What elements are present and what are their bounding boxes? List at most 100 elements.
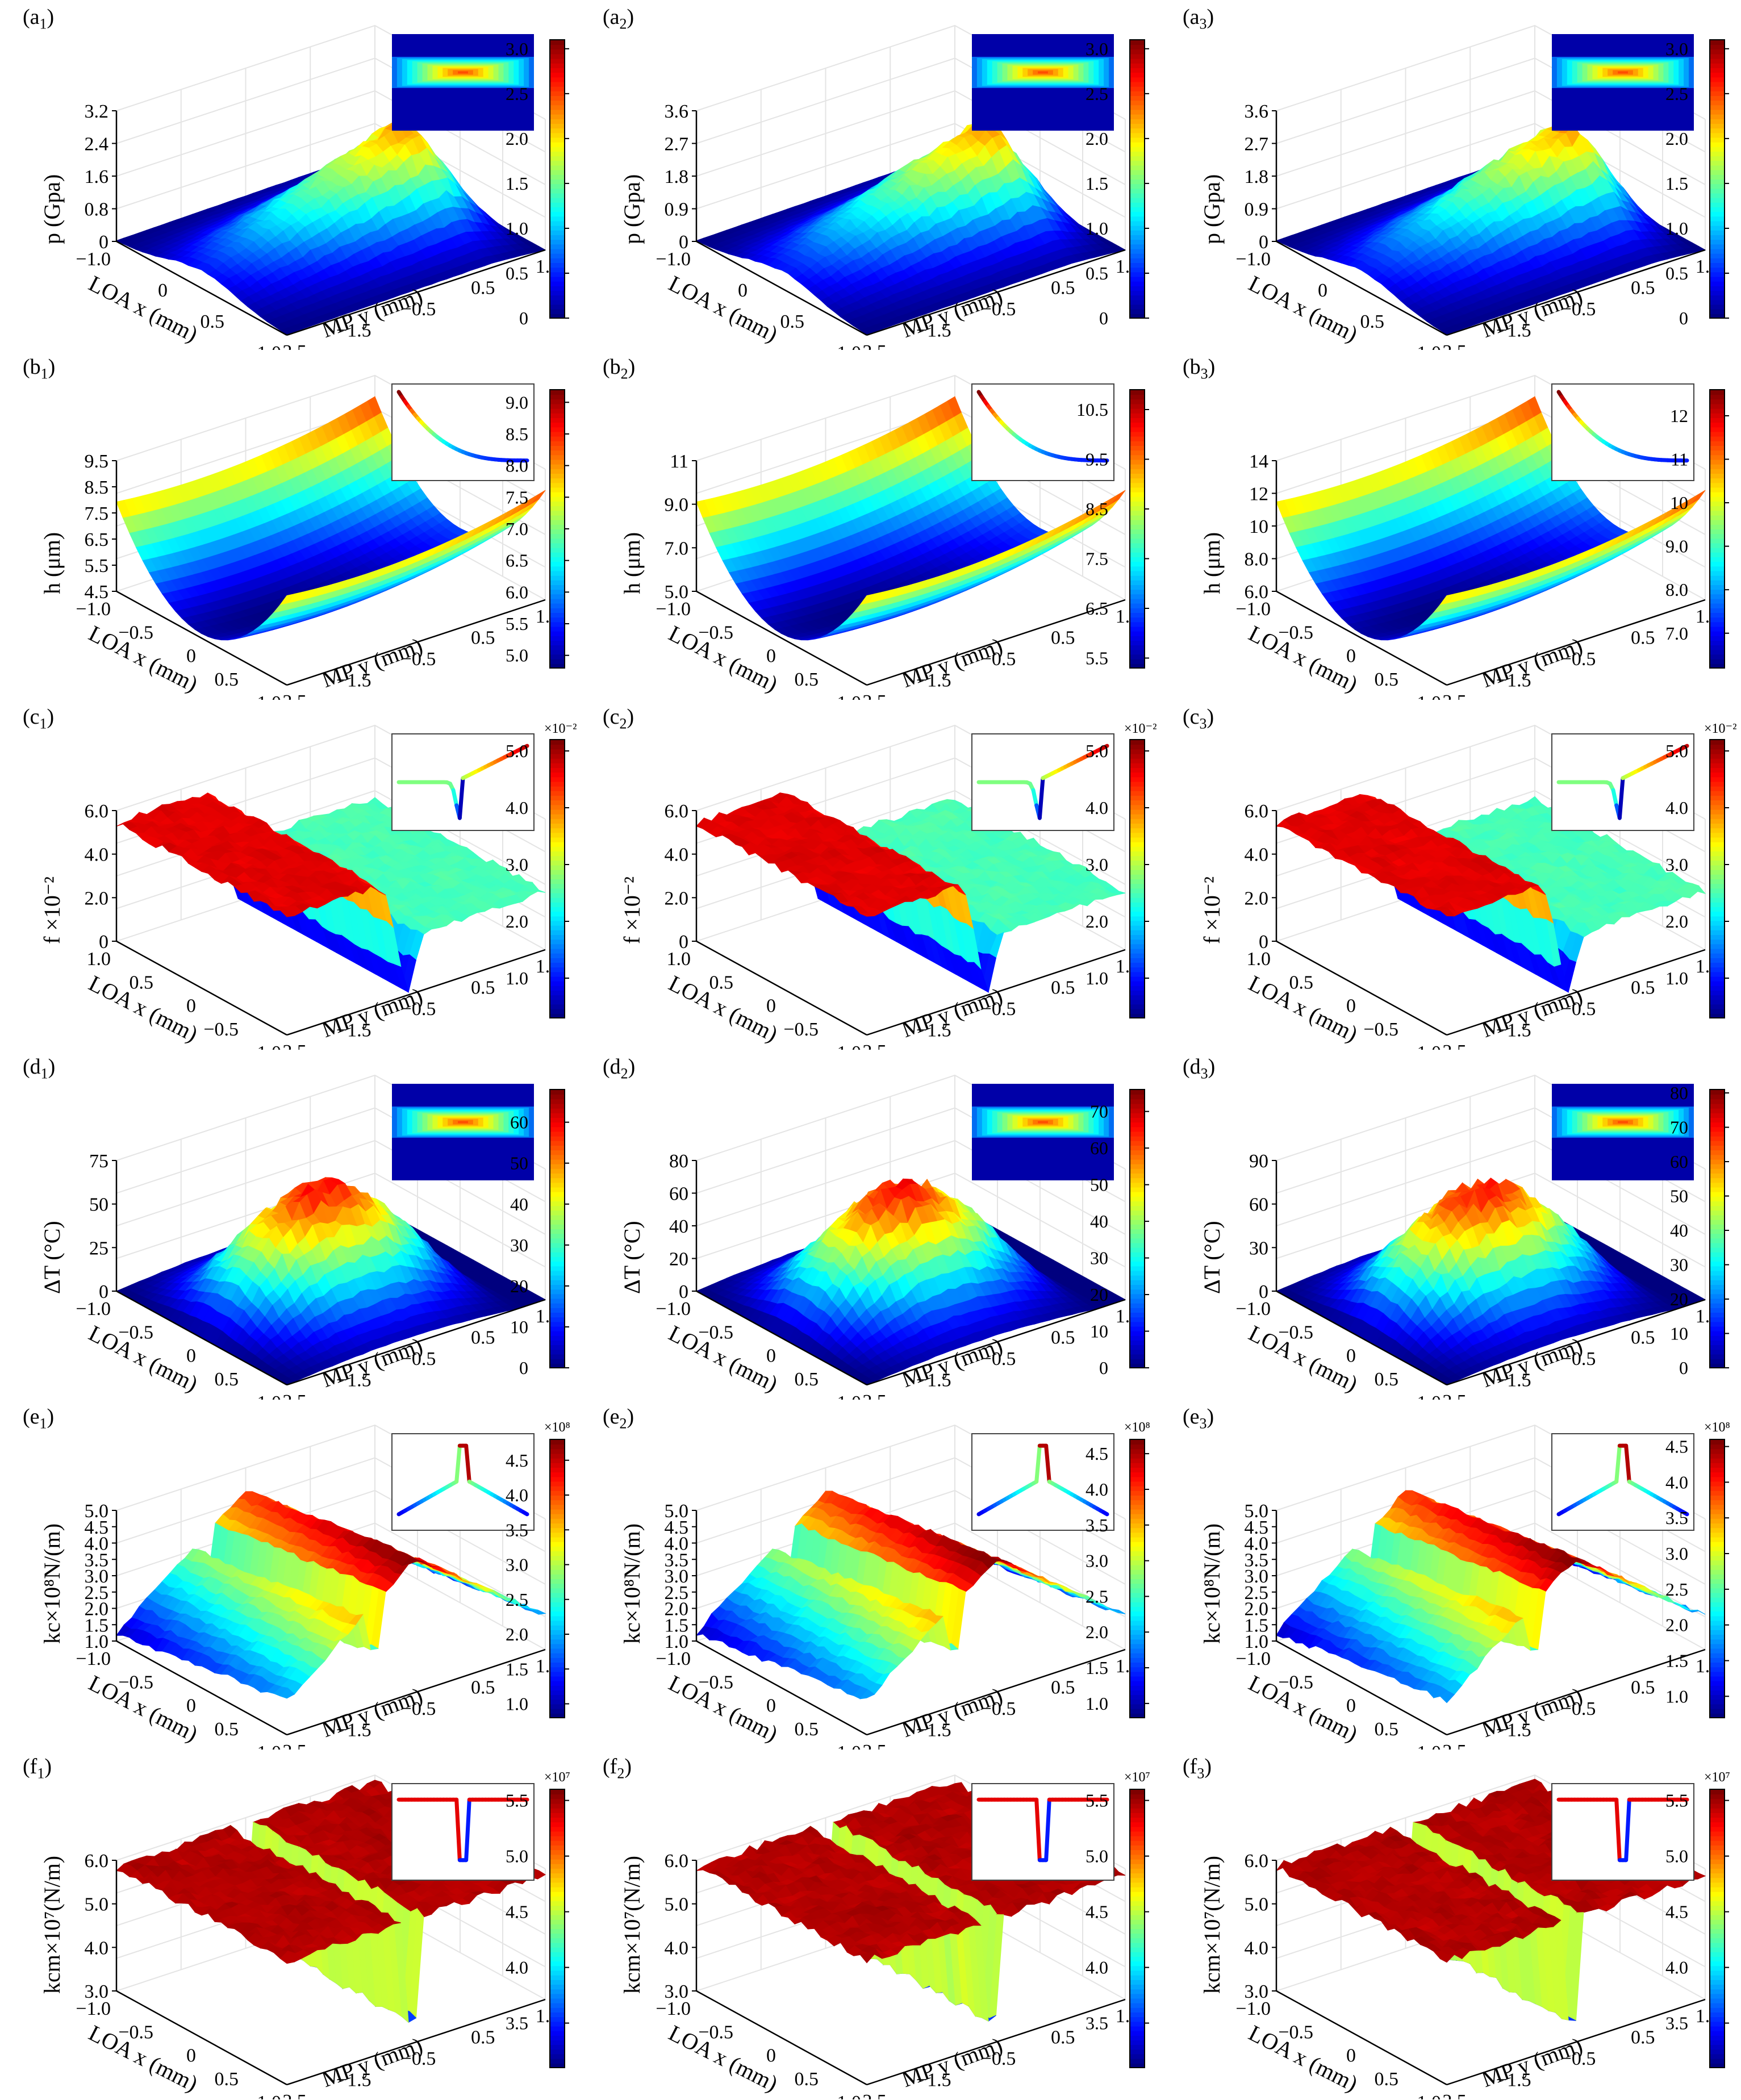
y-tick-label: −1.5: [916, 1720, 951, 1741]
colorbar-tick-label: 3.5: [506, 1519, 528, 1540]
panel-letter: e: [609, 1405, 620, 1429]
x-tick-label: −0.5: [118, 2022, 153, 2043]
inset-view: [1551, 1783, 1694, 1881]
plot-c3: 0 2.0 4.0 6.0 1.0 0.5 0 −0.5 −1.0−2.5 −1.5 −0.5 0.5…: [1245, 724, 1729, 1050]
surface-mesh: [116, 1491, 546, 1699]
z-tick-label: 5.0: [665, 1501, 689, 1522]
axes: [1275, 1160, 1706, 1386]
panel-label: (d2): [603, 1055, 636, 1082]
panel-label: (b2): [603, 355, 636, 382]
colorbar-tick-label: 70: [1670, 1117, 1688, 1138]
colorbar-tick-label: 40: [1670, 1220, 1688, 1241]
x-tick-label: −0.5: [698, 2022, 733, 2043]
panel-label: (f1): [23, 1755, 52, 1782]
y-tick-label: −0.5: [1561, 1348, 1596, 1370]
y-tick-label: 0.5: [1051, 1327, 1075, 1348]
z-tick-label: 1.0: [1245, 1631, 1269, 1652]
colorbar: 5.5 6.5 7.5 8.5 9.5 10.5: [1076, 389, 1149, 669]
y-tick-label: −1.5: [916, 670, 951, 691]
colorbar-tick-label: 50: [510, 1153, 528, 1174]
z-tick-label: 4.0: [665, 845, 689, 866]
colorbar-tick-label: 2.5: [1665, 84, 1688, 104]
colorbar-tick-label: 80: [1670, 1083, 1688, 1103]
z-tick-label: 0.8: [85, 199, 109, 220]
colorbar: 1.0 1.5 2.0 2.5 3.0 3.5 4.0 4.5: [1665, 1437, 1729, 1718]
y-tick-label: −1.5: [916, 1020, 951, 1041]
x-tick-label: 1.0: [257, 1742, 282, 1750]
colorbar: 3.5 4.0 4.5 5.0 5.5: [1085, 1789, 1149, 2068]
x-tick-label: 1.0: [667, 949, 691, 970]
colorbar-tick-label: 20: [1670, 1289, 1688, 1309]
panel-sub: 1: [40, 1065, 48, 1082]
y-tick-label: −2.5: [1431, 2091, 1467, 2099]
panel-label: (b3): [1183, 355, 1216, 382]
x-tick-label: 1.0: [1417, 1392, 1442, 1400]
z-tick-label: 8.5: [85, 477, 109, 498]
y-tick-label: 0.5: [471, 2027, 495, 2048]
colorbar-tick-label: 10: [510, 1317, 528, 1337]
panel-label: (d1): [23, 1055, 56, 1082]
colorbar-tick-label: 2.5: [1085, 1586, 1108, 1606]
colorbar-tick-label: 10: [1670, 1324, 1688, 1344]
axes: [115, 1860, 546, 2086]
z-axis-label: p (Gpa): [619, 174, 645, 244]
y-tick-label: −2.5: [851, 2091, 887, 2099]
colorbar-tick-label: 0.5: [1085, 263, 1108, 283]
z-tick-label: 6.0: [665, 801, 689, 822]
panel-sub: 1: [40, 365, 48, 382]
y-tick-label: −2.5: [1431, 1391, 1467, 1400]
z-tick-label: 30: [1249, 1238, 1268, 1259]
x-tick-label: 0.5: [1375, 1369, 1399, 1390]
inset-view: [1551, 1433, 1694, 1531]
y-tick-label: 0.5: [1631, 1327, 1655, 1348]
z-axis-label: kc×10⁸N/(m): [1199, 1523, 1225, 1644]
x-tick-label: 0: [186, 2045, 196, 2066]
panel-d3: 0306090−1.0−0.500.51.0−2.5−1.5−0.50.51.5…: [1160, 1050, 1740, 1400]
colorbar: 5.0 5.5 6.0 6.5 7.0 7.5 8.0 8.5 9.0: [506, 389, 569, 669]
x-tick-label: −0.5: [203, 1019, 239, 1040]
colorbar: 0 10 20 30 40 50 60 70 80: [1670, 1083, 1729, 1378]
z-tick-label: 2.7: [665, 134, 689, 155]
inset-view: [971, 733, 1114, 831]
plot-f1: 3.0 4.0 5.0 6.0 −1.0 −0.5 0 0.5 1.0−2.5 −1.5 −0.5 0…: [76, 1774, 569, 2099]
z-tick-label: 0: [679, 232, 688, 253]
y-tick-label: 0.5: [1051, 978, 1075, 999]
inset-view: [971, 1783, 1114, 1881]
y-tick-label: −1.5: [916, 1370, 951, 1391]
z-tick-label: 3.5: [665, 1550, 689, 1571]
z-tick-label: 0: [679, 1281, 688, 1302]
axes: [695, 811, 1126, 1036]
colorbar-tick-label: 3.0: [506, 39, 528, 59]
z-tick-label: 5.0: [665, 582, 689, 603]
x-tick-label: 0.5: [201, 311, 225, 332]
inset-view: [392, 34, 534, 131]
panel-letter: c: [609, 705, 620, 729]
y-tick-label: −1.5: [1496, 1020, 1531, 1041]
colorbar-tick-label: 0: [1679, 1358, 1688, 1378]
colorbar: 7.0 8.0 9.0 10 11 12: [1665, 389, 1729, 669]
z-tick-label: 4.0: [85, 845, 109, 866]
colorbar-tick-label: 5.0: [1665, 1846, 1688, 1867]
y-tick-label: −1.5: [336, 320, 371, 341]
colorbar-tick-label: 5.0: [506, 645, 528, 666]
z-axis-label: f ×10⁻²: [39, 876, 65, 944]
inset-view: [1551, 383, 1694, 481]
x-tick-label: 1.0: [1417, 692, 1442, 700]
colorbar-tick-label: 4.0: [1665, 1957, 1688, 1978]
panel-sub: 2: [619, 715, 627, 732]
inset-view: [391, 733, 535, 831]
z-tick-label: 6.0: [85, 801, 109, 822]
panel-c3: 0 2.0 4.0 6.0 1.0 0.5 0 −0.5 −1.0−2.5 −1.5 −0.5 0.5…: [1160, 700, 1740, 1050]
y-tick-label: 0.5: [1631, 278, 1655, 299]
z-axis-label: p (Gpa): [39, 174, 65, 244]
colorbar-tick-label: 4.0: [1085, 1957, 1108, 1978]
z-tick-label: 1.0: [85, 1631, 109, 1652]
colorbar-tick-label: 4.0: [1085, 798, 1108, 818]
y-tick-label: 0.5: [1631, 1677, 1655, 1698]
x-tick-label: −1.0: [656, 249, 691, 270]
x-tick-label: −0.5: [1363, 1019, 1398, 1040]
z-tick-label: 2.0: [665, 1599, 689, 1620]
panel-label: (e1): [23, 1405, 55, 1432]
z-axis-label: h (μm): [1199, 532, 1225, 594]
z-tick-label: 0: [679, 932, 688, 953]
